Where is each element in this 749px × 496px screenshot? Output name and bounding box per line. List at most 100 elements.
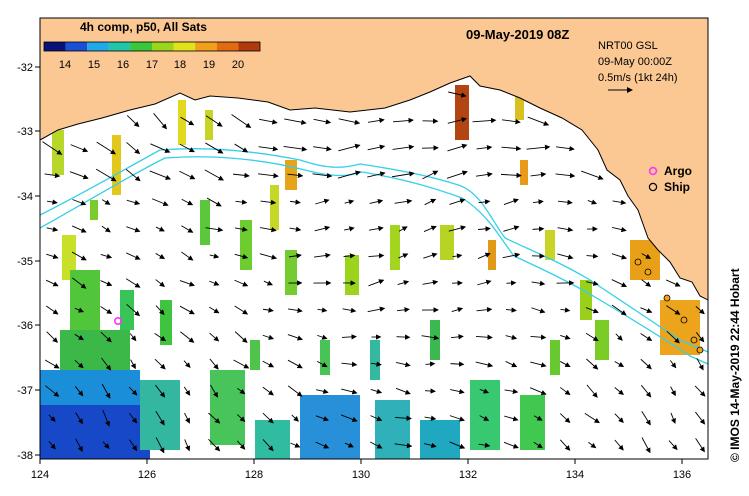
sst-patch	[240, 220, 252, 270]
current-vector	[394, 415, 412, 421]
current-vector	[557, 226, 574, 233]
current-vector	[502, 252, 521, 259]
current-vector	[344, 226, 355, 232]
current-vector	[72, 199, 87, 206]
current-vector	[204, 169, 224, 181]
current-vector	[288, 253, 302, 259]
current-vector	[100, 331, 112, 343]
current-vector	[614, 387, 624, 396]
legend-symbols	[648, 166, 658, 192]
sst-patch	[250, 340, 260, 370]
current-vector	[45, 279, 59, 287]
current-vector	[424, 442, 437, 448]
current-vector	[506, 280, 517, 286]
current-vector	[560, 307, 571, 313]
colorbar-tick: 18	[174, 59, 186, 71]
colorbar-title: 4h comp, p50, All Sats	[80, 20, 207, 34]
current-vector	[126, 142, 141, 155]
current-vector	[367, 306, 386, 313]
plot-frame	[39, 17, 709, 460]
current-vector	[368, 279, 385, 287]
colorbar-seg	[173, 42, 196, 51]
current-vector	[70, 144, 89, 153]
colorbar-seg	[65, 42, 88, 51]
current-vector	[588, 441, 597, 449]
current-vector	[48, 440, 56, 450]
current-vector	[71, 277, 87, 289]
current-vector	[503, 225, 520, 232]
current-vector	[95, 168, 117, 182]
current-vector	[531, 307, 546, 314]
current-vector	[342, 307, 357, 314]
current-vector	[397, 280, 410, 286]
sst-patch	[470, 380, 500, 450]
current-vector	[505, 361, 518, 368]
current-vector	[233, 359, 250, 369]
current-vector	[533, 441, 543, 449]
sst-patch	[255, 420, 290, 459]
current-vector	[555, 172, 576, 179]
current-vector	[396, 334, 411, 340]
current-vector	[46, 199, 58, 205]
current-vector	[368, 253, 385, 259]
current-vector	[476, 306, 493, 313]
current-vector	[71, 251, 87, 261]
current-vector	[450, 334, 464, 340]
current-vector	[586, 253, 599, 259]
current-vector	[263, 280, 273, 286]
colorbar-tick: 20	[232, 59, 244, 71]
current-vector	[179, 170, 196, 180]
current-vector	[180, 116, 195, 126]
current-vector	[179, 280, 195, 287]
sst-patches	[40, 85, 700, 459]
current-vector	[532, 226, 545, 232]
current-vector	[504, 388, 519, 395]
current-vector	[125, 252, 141, 260]
current-vector	[154, 358, 166, 370]
colorbar-seg	[108, 42, 131, 51]
x-tick-label: 136	[673, 469, 691, 481]
y-tick-label: -38	[17, 450, 33, 462]
current-vector	[587, 199, 598, 205]
current-vector	[315, 415, 329, 422]
current-vector	[208, 412, 221, 424]
sst-patch	[60, 330, 130, 370]
y-tick-label: -34	[17, 191, 33, 203]
current-vector	[155, 410, 165, 426]
sst-patch	[70, 270, 100, 330]
legend-ship-label: Ship	[664, 180, 690, 194]
current-vector	[447, 143, 468, 152]
current-vector	[42, 141, 63, 155]
current-vector	[425, 361, 436, 367]
current-vector	[505, 307, 517, 313]
current-vector	[205, 115, 223, 127]
current-vector	[611, 304, 627, 316]
current-vector	[450, 361, 465, 367]
current-vector	[670, 386, 676, 397]
current-vector	[206, 197, 222, 207]
current-vector	[181, 225, 194, 233]
y-axis: -32 -33 -34 -35 -36 -37 -38	[17, 62, 40, 462]
current-vector	[209, 332, 220, 342]
current-vector	[696, 358, 704, 371]
current-vector	[530, 361, 547, 368]
current-vector	[446, 170, 468, 179]
current-vector	[155, 253, 166, 260]
current-vector	[479, 415, 490, 421]
sst-patch	[550, 340, 560, 375]
sst-contour-north	[40, 148, 708, 353]
current-vector	[316, 388, 329, 394]
current-vector	[695, 411, 706, 425]
sst-patch	[320, 340, 330, 375]
current-vector	[205, 226, 224, 233]
current-vector	[128, 412, 138, 424]
current-vector	[341, 388, 358, 395]
sst-patch	[430, 320, 440, 360]
current-vector	[559, 439, 571, 451]
sst-patch	[520, 160, 528, 185]
current-vector	[315, 198, 330, 205]
current-vector	[615, 333, 623, 341]
current-vector	[670, 412, 676, 424]
colorbar-seg	[152, 42, 174, 51]
sst-patch	[300, 395, 360, 459]
